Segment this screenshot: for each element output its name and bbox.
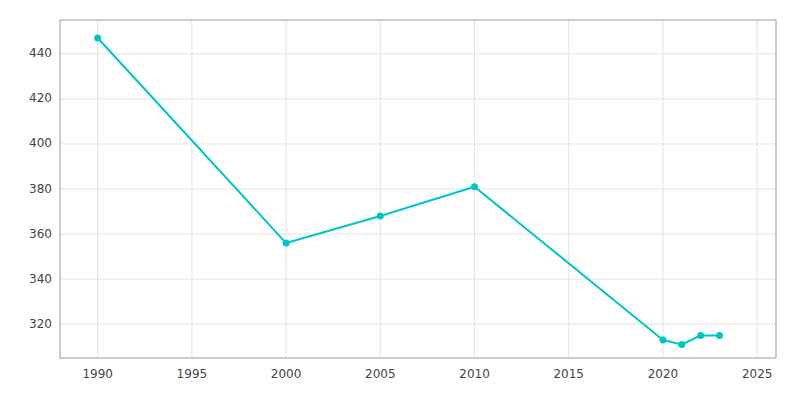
y-grid-line <box>60 98 776 99</box>
grid <box>60 20 776 358</box>
point <box>659 336 666 343</box>
line <box>98 38 720 344</box>
plot-frame <box>60 20 776 358</box>
x-tick-label: 2025 <box>742 367 773 381</box>
x-tick-label: 1990 <box>82 367 113 381</box>
point <box>678 341 685 348</box>
point <box>94 35 101 42</box>
y-tick-label: 400 <box>29 136 52 150</box>
y-tick-label: 380 <box>29 182 52 196</box>
x-grid-line <box>380 20 381 358</box>
point <box>716 332 723 339</box>
point <box>697 332 704 339</box>
x-tick-label: 2010 <box>459 367 490 381</box>
x-grid-line <box>191 20 192 358</box>
y-grid-line <box>60 234 776 235</box>
y-tick-label: 420 <box>29 91 52 105</box>
x-grid-line <box>757 20 758 358</box>
x-grid-line <box>662 20 663 358</box>
x-tick-label: 1995 <box>177 367 208 381</box>
y-tick-label: 440 <box>29 46 52 60</box>
x-tick-label: 2020 <box>648 367 679 381</box>
y-grid-line <box>60 324 776 325</box>
chart: 320 340 360 380 400 420 440 1990 1995 2000 2005 201… <box>0 0 800 400</box>
series <box>94 35 723 348</box>
x-tick-label: 2015 <box>553 367 584 381</box>
y-grid-line <box>60 143 776 144</box>
x-tick-label: 2000 <box>271 367 302 381</box>
y-grid-line <box>60 279 776 280</box>
x-tick-label: 2005 <box>365 367 396 381</box>
x-grid-line <box>97 20 98 358</box>
y-tick-label: 340 <box>29 272 52 286</box>
point <box>283 240 290 247</box>
y-tick-label: 320 <box>29 317 52 331</box>
y-grid-line <box>60 189 776 190</box>
point <box>377 213 384 220</box>
y-grid-line <box>60 53 776 54</box>
y-tick-label: 360 <box>29 227 52 241</box>
point <box>471 183 478 190</box>
plot-area <box>60 20 776 358</box>
x-grid-line <box>568 20 569 358</box>
x-grid-line <box>286 20 287 358</box>
